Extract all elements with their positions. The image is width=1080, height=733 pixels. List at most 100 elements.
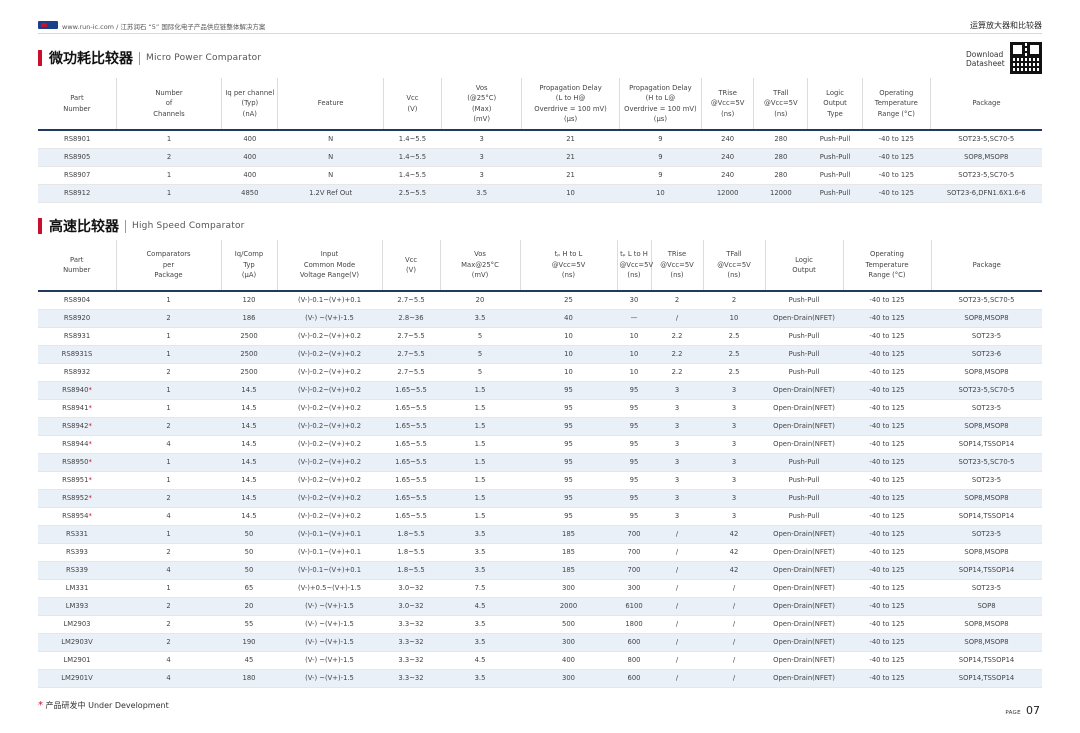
table-cell: SOP8,MSOP8 bbox=[964, 368, 1009, 376]
table-cell: 240 bbox=[721, 171, 735, 179]
table-cell: RS8905 bbox=[38, 148, 117, 166]
download-datasheet-label[interactable]: Download Datasheet bbox=[966, 50, 1005, 68]
table-cell: 2500 bbox=[240, 368, 258, 376]
table-cell: / bbox=[703, 669, 765, 687]
table-cell: 1 bbox=[116, 453, 221, 471]
table-row: RS8901 1 400 N 1.4~5.5 3 21 9 240 280 Push-Pull -40… bbox=[38, 130, 1042, 148]
part-number: LM2901 bbox=[63, 656, 91, 664]
table-row: LM2901V 4 180 (V-) ~(V+)-1.5 3.3~32 3.5 300 600… bbox=[38, 669, 1042, 687]
column-header: Input Common Mode Voltage Range(V) bbox=[276, 240, 382, 291]
part-number-cell: RS8950* bbox=[38, 453, 116, 471]
table-cell: 10 bbox=[564, 332, 573, 340]
section-title-en: High Speed Comparator bbox=[132, 221, 245, 231]
table-cell: 3.5 bbox=[440, 669, 520, 687]
table-cell: 280 bbox=[774, 171, 788, 179]
table-cell: 95 bbox=[520, 381, 617, 399]
table-cell: (V-)-0.2~(V+)+0.2 bbox=[297, 332, 362, 340]
table-cell: SOP8 bbox=[931, 597, 1042, 615]
table-cell: / bbox=[651, 669, 703, 687]
table-cell: 2.7~5.5 bbox=[397, 296, 425, 305]
table-row: RS8932 2 2500 (V-)-0.2~(V+)+0.2 2.7~5.5 5 10 10… bbox=[38, 363, 1042, 381]
table-cell: SOT23-5 bbox=[971, 476, 1002, 484]
table-cell: / bbox=[732, 620, 736, 628]
table-cell: 95 bbox=[629, 440, 639, 448]
table-cell: (V-) ~(V+)-1.5 bbox=[277, 309, 382, 327]
table-row: RS8954* 4 14.5 (V-)-0.2~(V+)+0.2 1.65~5.5 1.5… bbox=[38, 507, 1042, 525]
table-cell: 1.5 bbox=[440, 453, 520, 471]
table-row: RS8931S 1 2500 (V-)-0.2~(V+)+0.2 2.7~5.5 5 10 1… bbox=[38, 345, 1042, 363]
part-number: RS8950 bbox=[62, 458, 89, 466]
table-cell: (V-) ~(V+)-1.5 bbox=[305, 620, 354, 628]
table-cell: 2500 bbox=[240, 332, 258, 340]
table-cell: SOT23-5,SC70-5 bbox=[931, 453, 1042, 471]
part-number: RS8951 bbox=[62, 476, 89, 484]
table-cell: 14.5 bbox=[221, 381, 277, 399]
table-cell: 9 bbox=[658, 135, 663, 144]
table-cell: SOP8,MSOP8 bbox=[931, 489, 1042, 507]
table-cell: SOP8,MSOP8 bbox=[931, 309, 1042, 327]
table-cell: / bbox=[675, 584, 679, 592]
table-cell: Open-Drain(NFET) bbox=[765, 525, 843, 543]
qr-code-icon[interactable] bbox=[1010, 42, 1042, 74]
column-header: TRise @Vcc=5V (ns) bbox=[701, 78, 754, 130]
table-cell: 2.5 bbox=[728, 368, 740, 376]
table-cell: 4 bbox=[166, 440, 171, 448]
table-cell: 95 bbox=[629, 512, 639, 520]
table-cell: Open-Drain(NFET) bbox=[765, 669, 843, 687]
table-cell: -40 to 125 bbox=[878, 171, 914, 179]
table-cell: 95 bbox=[520, 417, 617, 435]
table-cell: / bbox=[675, 620, 679, 628]
table-row: RS393 2 50 (V-)-0.1~(V+)+0.1 1.8~5.5 3.5 185 70… bbox=[38, 543, 1042, 561]
part-number-cell: RS8932 bbox=[38, 363, 116, 381]
table-cell: 10 bbox=[521, 184, 620, 202]
table-cell: (V-)-0.2~(V+)+0.2 bbox=[277, 417, 382, 435]
part-number-cell: LM2901 bbox=[38, 651, 116, 669]
table-cell: 5 bbox=[440, 345, 520, 363]
header-category-text: 运算放大器和比较器 bbox=[970, 21, 1042, 30]
table-cell: -40 to 125 bbox=[843, 309, 931, 327]
table-cell: 240 bbox=[721, 135, 735, 144]
table-row: LM2903V 2 190 (V-) ~(V+)-1.5 3.3~32 3.5 300 600… bbox=[38, 633, 1042, 651]
table-cell: -40 to 125 bbox=[843, 345, 931, 363]
table-cell: 2.7~5.5 bbox=[397, 368, 425, 376]
table-cell: 1.65~5.5 bbox=[382, 453, 440, 471]
part-number: RS8941 bbox=[62, 404, 89, 412]
table-cell: 3.5 bbox=[441, 184, 522, 202]
table-cell: Open-Drain(NFET) bbox=[773, 440, 835, 448]
table-cell: 1.8~5.5 bbox=[382, 525, 440, 543]
column-header: Logic Output Type bbox=[807, 78, 863, 130]
table-cell: 3 bbox=[674, 440, 680, 448]
under-development-star: * bbox=[88, 422, 92, 430]
table-cell: 1.5 bbox=[474, 440, 486, 448]
table-cell: 10 bbox=[619, 184, 702, 202]
part-number-cell: RS8931S bbox=[38, 345, 116, 363]
table-cell: 3 bbox=[674, 512, 680, 520]
section-title-cn: 高速比较器 bbox=[49, 219, 119, 235]
part-number-cell: RS8940* bbox=[38, 381, 116, 399]
table-cell: (V-)-0.1~(V+)+0.1 bbox=[277, 525, 382, 543]
table-row: RS8931 1 2500 (V-)-0.2~(V+)+0.2 2.7~5.5 5 10 10… bbox=[38, 327, 1042, 345]
table-cell: -40 to 125 bbox=[869, 332, 905, 340]
table-cell: 180 bbox=[221, 669, 277, 687]
table-cell: 240 bbox=[701, 148, 754, 166]
table-cell: SOP8,MSOP8 bbox=[931, 633, 1042, 651]
table-cell: 3 bbox=[674, 476, 680, 484]
table-header-row: Part Number Comparators per Package Iq/Com… bbox=[38, 240, 1042, 291]
table-cell: 120 bbox=[242, 296, 256, 305]
table-cell: SOP14,TSSOP14 bbox=[958, 512, 1015, 520]
table-cell: 1 bbox=[166, 584, 171, 592]
table-cell: 1 bbox=[116, 345, 221, 363]
table-cell: 1.5 bbox=[474, 476, 486, 484]
table-cell: Open-Drain(NFET) bbox=[773, 656, 835, 664]
section-title-en: Micro Power Comparator bbox=[146, 53, 262, 63]
table-cell: 300 bbox=[520, 669, 617, 687]
table-cell: Push-Pull bbox=[819, 171, 851, 179]
table-cell: 186 bbox=[221, 309, 277, 327]
table-cell: 2.2 bbox=[651, 345, 703, 363]
table-cell: 4.5 bbox=[440, 597, 520, 615]
table-cell: 3.5 bbox=[440, 525, 520, 543]
table-cell: 20 bbox=[221, 597, 277, 615]
column-header: Logic Output bbox=[764, 240, 843, 291]
page-number: PAGE 07 bbox=[1005, 699, 1040, 718]
part-number-cell: LM393 bbox=[38, 597, 116, 615]
